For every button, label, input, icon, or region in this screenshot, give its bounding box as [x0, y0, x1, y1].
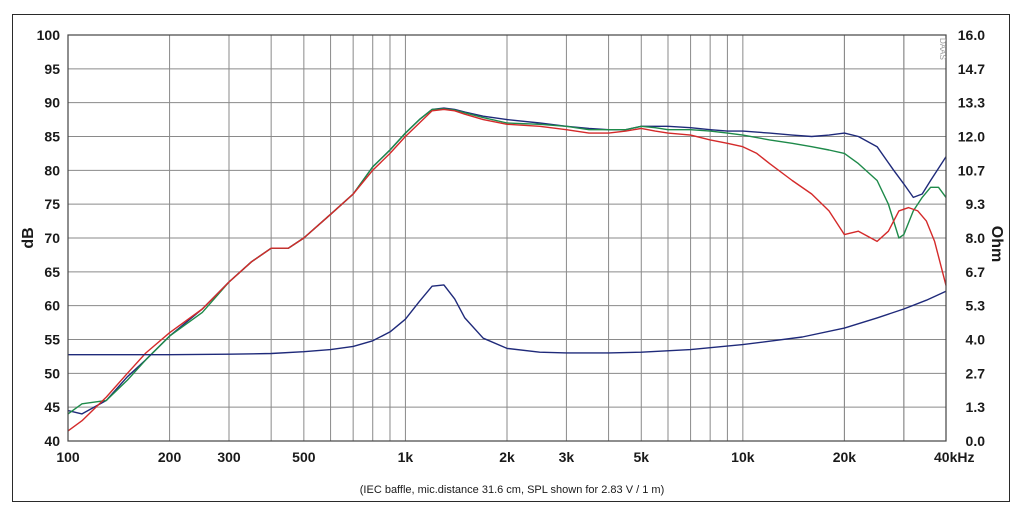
x-tick-label: 40kHz: [934, 449, 974, 465]
y2-tick-label: 8.0: [966, 230, 986, 246]
x-tick-label: 3k: [559, 449, 575, 465]
y2-tick-label: 5.3: [966, 298, 986, 314]
y-tick-label: 80: [44, 162, 60, 178]
x-tick-label: 5k: [633, 449, 649, 465]
y-tick-label: 85: [44, 129, 60, 145]
y-tick-label: 90: [44, 95, 60, 111]
y2-tick-label: 16.0: [958, 27, 985, 43]
x-tick-label: 200: [158, 449, 182, 465]
y-tick-label: 60: [44, 298, 60, 314]
x-tick-label: 20k: [833, 449, 857, 465]
plot-border: [67, 34, 947, 442]
y-tick-label: 50: [44, 365, 60, 381]
y-tick-label: 55: [44, 332, 60, 348]
y2-tick-label: 10.7: [958, 162, 985, 178]
y-tick-label: 100: [37, 27, 61, 43]
x-tick-label: 1k: [398, 449, 414, 465]
y2-tick-label: 4.0: [966, 332, 986, 348]
series-line-4: [68, 284, 947, 356]
tick-labels: 40 45 50 55 60 65 70 75 80 85 90 95 100 0.0 1.3 2.7 4.0 5…: [37, 27, 986, 465]
chart-frame: [12, 14, 1010, 502]
y2-tick-label: 2.7: [966, 365, 986, 381]
caption: (IEC baffle, mic.distance 31.6 cm, SPL s…: [360, 484, 664, 496]
y2-tick-label: 12.0: [958, 129, 985, 145]
y2-tick-label: 13.3: [958, 95, 985, 111]
series-line-3: [67, 108, 947, 432]
y-tick-label: 45: [44, 399, 60, 415]
watermark: DAAS: [938, 38, 947, 60]
grid: [67, 34, 947, 442]
y-tick-label: 95: [44, 61, 60, 77]
series-lines: [67, 107, 947, 432]
x-tick-label: 100: [56, 449, 80, 465]
y2-tick-label: 9.3: [966, 196, 986, 212]
y2-axis-title: Ohm: [988, 226, 1005, 262]
x-tick-label: 10k: [731, 449, 755, 465]
y-tick-label: 40: [44, 433, 60, 449]
y2-tick-label: 6.7: [966, 264, 986, 280]
y2-tick-label: 1.3: [966, 399, 986, 415]
y-tick-label: 65: [44, 264, 60, 280]
y-tick-label: 75: [44, 196, 60, 212]
y2-tick-label: 14.7: [958, 61, 985, 77]
x-tick-label: 300: [217, 449, 241, 465]
y2-tick-label: 0.0: [966, 433, 986, 449]
y-tick-label: 70: [44, 230, 60, 246]
x-tick-label: 2k: [499, 449, 515, 465]
x-tick-label: 500: [292, 449, 316, 465]
y-axis-title: dB: [20, 227, 37, 248]
